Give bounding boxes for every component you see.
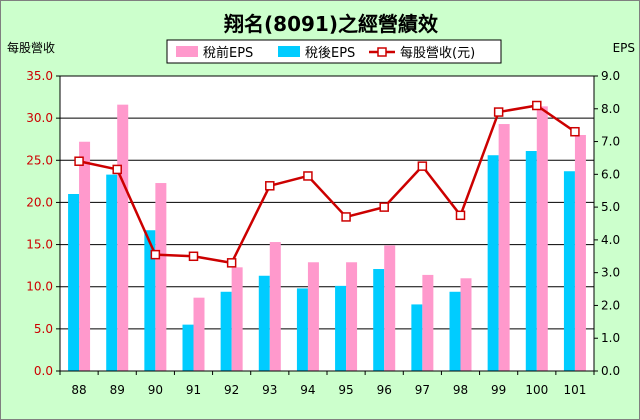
revenue-point <box>150 249 161 260</box>
right-tick-label: 5.0 <box>601 200 620 214</box>
x-tick-label: 101 <box>563 383 586 397</box>
x-tick-label: 93 <box>262 383 277 397</box>
bar-pretax-eps <box>307 262 319 371</box>
revenue-point <box>532 100 542 111</box>
bar-aftertax-eps <box>258 275 270 371</box>
revenue-point <box>188 251 199 262</box>
bar-pretax-eps <box>384 245 396 371</box>
x-tick-label: 99 <box>491 383 506 397</box>
legend-label-pretax-eps: 稅前EPS <box>203 45 253 61</box>
bar-pretax-eps <box>422 274 434 371</box>
x-tick-label: 98 <box>453 383 468 397</box>
revenue-point <box>303 171 313 181</box>
x-axis-ticks: 88 89 90 91 92 93 94 95 96 97 98 99 100 101 <box>59 371 595 397</box>
revenue-line <box>78 104 576 265</box>
right-axis-title: EPS <box>613 41 635 55</box>
x-tick-label: 97 <box>415 383 430 397</box>
x-tick-label: 92 <box>224 383 239 397</box>
right-tick-label: 1.0 <box>601 331 620 345</box>
bar-aftertax-eps <box>487 155 499 371</box>
revenue-line-series <box>74 100 580 268</box>
bar-aftertax-eps <box>68 194 80 371</box>
legend-box <box>166 39 502 64</box>
revenue-point <box>341 212 351 222</box>
bar-pretax-eps <box>346 262 358 371</box>
bar-pretax-eps <box>498 124 510 372</box>
right-tick-label: 9.0 <box>601 69 620 83</box>
x-tick-label: 88 <box>71 383 86 397</box>
right-tick-label: 4.0 <box>601 233 620 247</box>
left-tick-label: 30.0 <box>26 111 53 125</box>
bar-aftertax-eps <box>411 304 423 371</box>
revenue-point <box>74 156 84 166</box>
revenue-point <box>493 107 504 117</box>
revenue-point <box>265 181 275 191</box>
bar-aftertax-eps <box>563 171 575 371</box>
x-tick-label: 95 <box>338 383 353 397</box>
legend-swatch-aftertax-eps <box>278 46 300 57</box>
x-tick-label: 89 <box>110 383 125 397</box>
bar-aftertax-eps <box>335 285 347 371</box>
left-tick-label: 20.0 <box>26 195 53 209</box>
legend-swatch-revenue-marker <box>377 47 387 57</box>
bar-aftertax-eps <box>449 291 461 371</box>
bar-aftertax-eps <box>144 230 156 371</box>
left-tick-label: 35.0 <box>26 69 53 83</box>
bar-pretax-eps <box>79 141 91 371</box>
left-tick-label: 25.0 <box>26 153 53 167</box>
left-tick-label: 5.0 <box>34 322 53 336</box>
left-tick-label: 10.0 <box>26 280 53 294</box>
bars <box>68 104 586 372</box>
legend-label-revenue: 每股營收(元) <box>400 45 475 61</box>
bar-pretax-eps <box>231 267 243 371</box>
right-tick-label: 2.0 <box>601 298 620 312</box>
bar-aftertax-eps <box>220 291 232 371</box>
bar-aftertax-eps <box>182 324 194 371</box>
bar-pretax-eps <box>460 278 472 371</box>
revenue-point <box>455 210 466 221</box>
bar-pretax-eps <box>574 135 586 371</box>
revenue-point <box>570 126 580 137</box>
left-axis-ticks: 0.0 5.0 10.0 15.0 20.0 25.0 30.0 35.0 <box>26 69 60 378</box>
x-tick-label: 96 <box>377 383 392 397</box>
legend-swatch-pretax-eps <box>176 46 198 57</box>
right-axis-ticks: 0.0 1.0 2.0 3.0 4.0 5.0 6.0 7.0 8.0 9.0 <box>594 69 620 378</box>
bar-aftertax-eps <box>373 269 385 371</box>
bar-pretax-eps <box>269 242 281 371</box>
right-tick-label: 8.0 <box>601 102 620 116</box>
revenue-point <box>379 202 389 212</box>
x-tick-label: 91 <box>186 383 201 397</box>
bar-pretax-eps <box>117 104 129 372</box>
bar-pretax-eps <box>536 106 548 371</box>
x-tick-label: 100 <box>525 383 548 397</box>
right-tick-label: 6.0 <box>601 167 620 181</box>
bar-aftertax-eps <box>296 288 308 371</box>
revenue-point <box>112 164 122 175</box>
bar-aftertax-eps <box>106 174 118 371</box>
bar-pretax-eps <box>193 297 205 371</box>
left-axis-title: 每股營收 <box>7 40 55 55</box>
left-tick-label: 0.0 <box>34 364 53 378</box>
chart-title: 翔名(8091)之經營績效 <box>223 12 438 36</box>
x-tick-label: 90 <box>148 383 163 397</box>
right-tick-label: 3.0 <box>601 266 620 280</box>
chart-legend: 稅前EPS 稅後EPS 每股營收(元) <box>166 39 502 64</box>
revenue-point <box>417 161 428 171</box>
bar-aftertax-eps <box>525 151 537 371</box>
x-tick-label: 94 <box>300 383 315 397</box>
left-tick-label: 15.0 <box>26 238 53 252</box>
revenue-point <box>226 258 237 268</box>
bar-pretax-eps <box>155 183 167 371</box>
right-tick-label: 0.0 <box>601 364 620 378</box>
right-tick-label: 7.0 <box>601 135 620 149</box>
legend-label-aftertax-eps: 稅後EPS <box>305 46 355 61</box>
